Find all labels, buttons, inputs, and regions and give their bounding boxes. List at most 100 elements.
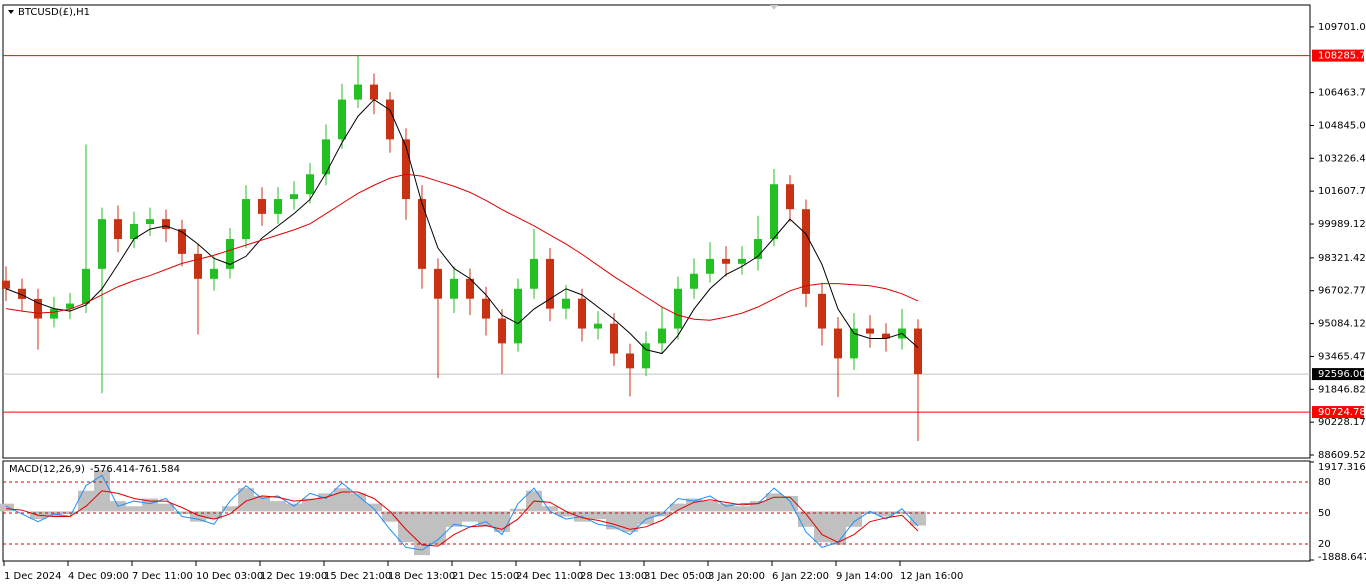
candle-body (162, 219, 170, 230)
candle-body (610, 323, 618, 354)
candle-body (146, 219, 154, 225)
macd-histogram-bar (846, 511, 862, 527)
macd-histogram-bar (622, 511, 638, 532)
candle-body (450, 278, 458, 299)
macd-histogram-bar (158, 503, 174, 512)
y-tick-label: 109701.02 (1318, 22, 1366, 33)
x-tick-label: 21 Dec 15:00 (452, 571, 519, 582)
macd-histogram-bar (206, 511, 222, 520)
macd-histogram-bar (606, 511, 622, 530)
macd-histogram-bar (894, 511, 910, 514)
level-label-box (1312, 49, 1364, 62)
x-tick-label: 9 Jan 14:00 (836, 571, 893, 582)
candle-body (34, 298, 42, 319)
candle-body (850, 328, 858, 359)
macd-title: MACD(12,26,9) (9, 464, 85, 475)
candle-body (834, 328, 842, 359)
macd-histogram-bar (350, 493, 366, 512)
bid-label-box (1312, 368, 1364, 381)
candle-body (674, 288, 682, 329)
x-tick-label: 12 Jan 16:00 (900, 571, 963, 582)
macd-level-label: 20 (1318, 539, 1331, 550)
candle-body (866, 328, 874, 334)
macd-histogram-bar (222, 506, 238, 512)
scroll-marker (770, 5, 778, 10)
macd-histogram-bar (238, 488, 254, 512)
macd-histogram-bar (414, 511, 430, 556)
macd-histogram-bar (782, 495, 798, 512)
candle-body (690, 273, 698, 289)
candle-body (818, 293, 826, 329)
menu-arrow[interactable] (8, 10, 14, 14)
macd-y-tick-label: 1917.316 (1318, 462, 1366, 473)
x-tick-label: 7 Dec 11:00 (132, 571, 193, 582)
macd-histogram-bar (190, 511, 206, 522)
candle-body (114, 219, 122, 240)
y-tick-label: 99989.12 (1318, 219, 1366, 230)
y-tick-label: 93465.47 (1318, 351, 1366, 362)
macd-histogram-bar (302, 498, 318, 512)
level-label: 90724.78 (1318, 407, 1366, 418)
candle-body (194, 253, 202, 279)
macd-histogram-bar (462, 511, 478, 522)
macd-histogram-bar (558, 511, 574, 517)
candle-body (370, 84, 378, 100)
candle-body (178, 229, 186, 254)
candle-body (562, 298, 570, 309)
y-tick-label: 96702.77 (1318, 286, 1366, 297)
candle-body (658, 328, 666, 344)
candle-body (786, 184, 794, 210)
candle-body (802, 209, 810, 294)
y-tick-label: 106463.72 (1318, 88, 1366, 99)
candle-body (18, 288, 26, 299)
candle-body (466, 278, 474, 299)
candle-body (290, 194, 298, 200)
macd-histogram-bar (254, 495, 270, 512)
y-tick-label: 91846.82 (1318, 384, 1366, 395)
macd-histogram-bar (798, 511, 814, 527)
y-tick-label: 95084.12 (1318, 319, 1366, 330)
candle-body (386, 99, 394, 140)
candle-body (130, 224, 138, 240)
macd-histogram-bar (590, 511, 606, 520)
moving-average (5, 98, 919, 355)
macd-level-label: 50 (1318, 508, 1331, 519)
macd-histogram-bar (126, 506, 142, 512)
macd-histogram-bar (318, 493, 334, 512)
candle-body (594, 323, 602, 329)
candle-body (482, 298, 490, 319)
macd-y-tick-label: -1888.647 (1318, 552, 1366, 563)
candle-body (514, 288, 522, 344)
candle-body (738, 258, 746, 264)
macd-histogram-bar (0, 503, 14, 512)
candle-body (402, 139, 410, 200)
macd-histogram-bar (638, 511, 654, 525)
macd-histogram-bar (718, 503, 734, 512)
candle-body (210, 268, 218, 279)
candle-body (770, 184, 778, 240)
candle-body (882, 333, 890, 339)
candle-body (242, 199, 250, 240)
macd-pane (2, 460, 1311, 562)
candle-body (626, 353, 634, 369)
y-tick-label: 101607.77 (1318, 186, 1366, 197)
level-label-box (1312, 406, 1364, 419)
macd-histogram-bar (670, 503, 686, 512)
candle-body (546, 258, 554, 309)
x-tick-label: 10 Dec 03:00 (196, 571, 263, 582)
candle-body (50, 308, 58, 319)
candle-body (66, 303, 74, 309)
y-tick-label: 98321.42 (1318, 253, 1366, 264)
plot (0, 55, 1310, 556)
x-tick-label: 24 Dec 11:00 (516, 571, 583, 582)
macd-signal-line (5, 490, 919, 547)
y-tick-label: 88609.52 (1318, 450, 1366, 461)
candle-body (642, 343, 650, 369)
level-label: 108285.79 (1318, 51, 1366, 62)
macd-histogram-bar (734, 506, 750, 512)
x-tick-label: 6 Jan 22:00 (772, 571, 829, 582)
macd-histogram-bar (286, 503, 302, 512)
candle-body (418, 199, 426, 269)
candle-body (754, 239, 762, 259)
